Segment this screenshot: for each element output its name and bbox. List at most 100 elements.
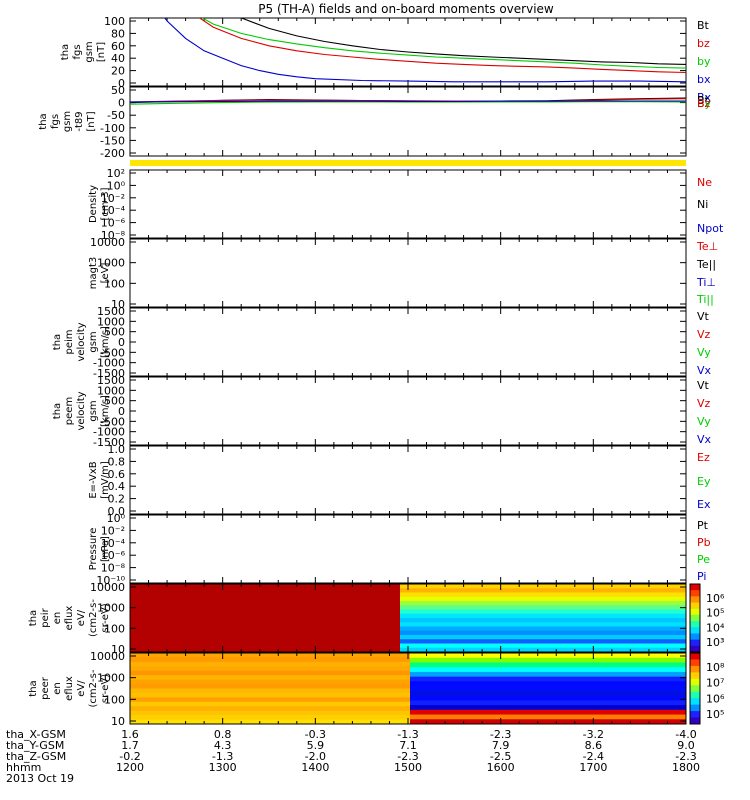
colorbar-segment: [690, 602, 700, 610]
ephemeris-value: -2.3: [675, 750, 696, 763]
y-tick-label: 10⁻⁸: [101, 562, 126, 575]
y-tick-label: 10⁻²: [101, 524, 125, 537]
legend-entry: by: [697, 55, 711, 68]
colorbar-segment: [690, 596, 700, 604]
y-tick-label: 500: [104, 395, 125, 408]
y-tick-label: 0: [118, 405, 125, 418]
series-line-by: [201, 18, 686, 69]
peir-spectrogram-band: [400, 647, 686, 653]
y-tick-label: 10⁻⁶: [101, 549, 126, 562]
y-tick-label: 1000: [97, 257, 125, 270]
legend-entry: Ni: [697, 198, 708, 211]
ephemeris-value: 1.6: [121, 728, 139, 741]
series-line-bz: [198, 18, 686, 74]
ephemeris-value: 1800: [672, 761, 700, 774]
ephemeris-value: -2.4: [583, 750, 604, 763]
y-tick-label: 80: [111, 27, 125, 40]
legend-entry: Bx: [697, 91, 712, 104]
peer-spectrogram-band: [130, 675, 410, 681]
colorbar-segment: [690, 584, 700, 591]
ephemeris-value: 5.9: [307, 739, 325, 752]
y-axis-label-line: tha: [52, 334, 63, 350]
ephemeris-value: 1500: [394, 761, 422, 774]
legend-entry: Bt: [697, 19, 710, 32]
legend-entry: Vy: [697, 415, 711, 428]
y-tick-label: 10: [111, 298, 125, 311]
ephemeris-value: 1700: [579, 761, 607, 774]
peer-spectrogram-band: [130, 697, 410, 703]
panel-frame: [129, 169, 687, 239]
y-axis-label-line: eflux: [64, 676, 75, 701]
peir-spectrogram-band: [400, 622, 686, 627]
y-tick-label: 10: [111, 715, 125, 728]
ephemeris-value: 0.8: [214, 728, 232, 741]
legend-entry: By: [697, 97, 712, 110]
y-axis-label-line: (cm2-s-: [88, 669, 99, 707]
y-axis-label-line: gsm: [84, 41, 95, 62]
legend-entry: Pt: [697, 519, 709, 532]
y-tick-label: 10: [111, 643, 125, 656]
legend-entry: Ex: [697, 498, 711, 511]
legend-entry: Pb: [697, 536, 711, 549]
peer-spectrogram-band: [130, 653, 410, 658]
series-line-bx: [130, 100, 686, 103]
y-axis-label-line: gsm: [88, 331, 99, 352]
ephemeris-value: 4.3: [214, 739, 232, 752]
colorbar-segment: [690, 685, 700, 693]
peer-spectrogram-band: [410, 700, 686, 706]
y-axis-label-line: en: [52, 612, 63, 625]
panel-efield: 1.00.80.60.40.20.0 E=-VxB [mV/m] Ez Ey Ex: [88, 443, 711, 518]
ephemeris-value: 1.7: [121, 739, 139, 752]
y-tick-label: -150: [100, 134, 125, 147]
ephemeris-value: -3.2: [583, 728, 604, 741]
y-axis-label-line: [km/s]: [100, 326, 111, 358]
peir-spectrogram-band: [400, 618, 686, 623]
panel-temperature: 10000 1000 100 10 magt3 [eV] Te⊥ Te|| Ti⊥ Ti||: [88, 236, 718, 311]
colorbar-segment: [690, 639, 700, 647]
y-axis-label-line: peer: [40, 676, 51, 700]
y-tick-label: 0.6: [108, 468, 126, 481]
y-tick-label: 0.0: [108, 505, 126, 518]
peer-spectrogram-band: [410, 653, 686, 659]
colorbar-segment: [690, 590, 700, 597]
series-line-bt: [240, 18, 686, 65]
panel-frame: [129, 376, 687, 446]
colorbar-frame: [689, 652, 701, 725]
ephemeris-value: -0.3: [305, 728, 326, 741]
colorbar-tick-label: 10³: [706, 636, 724, 649]
y-tick-label: 50: [111, 84, 125, 97]
y-tick-label: 1.0: [108, 443, 126, 456]
y-tick-label: -1000: [93, 357, 125, 370]
colorbar-segment: [690, 717, 700, 725]
y-tick-label: -50: [107, 109, 125, 122]
peer-spectrogram-band: [130, 684, 410, 689]
peer-spectrogram-band: [130, 679, 410, 685]
ephemeris-row-label: tha_X-GSM: [6, 728, 66, 741]
y-axis-label-line: -t89: [74, 111, 85, 131]
peer-spectrogram-band: [130, 719, 410, 725]
y-axis-label-line: tha: [28, 610, 39, 626]
y-tick-label: 10⁻¹⁰: [96, 574, 125, 587]
ephemeris-value: -1.3: [212, 750, 233, 763]
ephemeris-value: 7.9: [492, 739, 510, 752]
y-tick-label: 60: [111, 40, 125, 53]
y-tick-label: 1000: [97, 672, 125, 685]
colorbar-segment: [690, 608, 700, 616]
colorbar-segment: [690, 698, 700, 706]
y-tick-label: 10⁻⁴: [101, 204, 126, 217]
date-label: 2013 Oct 19: [6, 772, 74, 785]
ephemeris-row-label: hhmm: [6, 761, 41, 774]
legend-entry: Ne: [697, 176, 712, 189]
peer-spectrogram-band: [130, 710, 410, 716]
peir-spectrogram-low-region: [130, 584, 400, 652]
peir-spectrogram-band: [400, 613, 686, 619]
panel-frame: [129, 307, 687, 377]
y-axis-label-line: [km/s]: [100, 395, 111, 427]
series-line-by: [130, 101, 686, 105]
y-axis-label-line: peem: [64, 397, 75, 425]
legend-entry: bz: [697, 37, 710, 50]
legend-entry: Vy: [697, 346, 711, 359]
